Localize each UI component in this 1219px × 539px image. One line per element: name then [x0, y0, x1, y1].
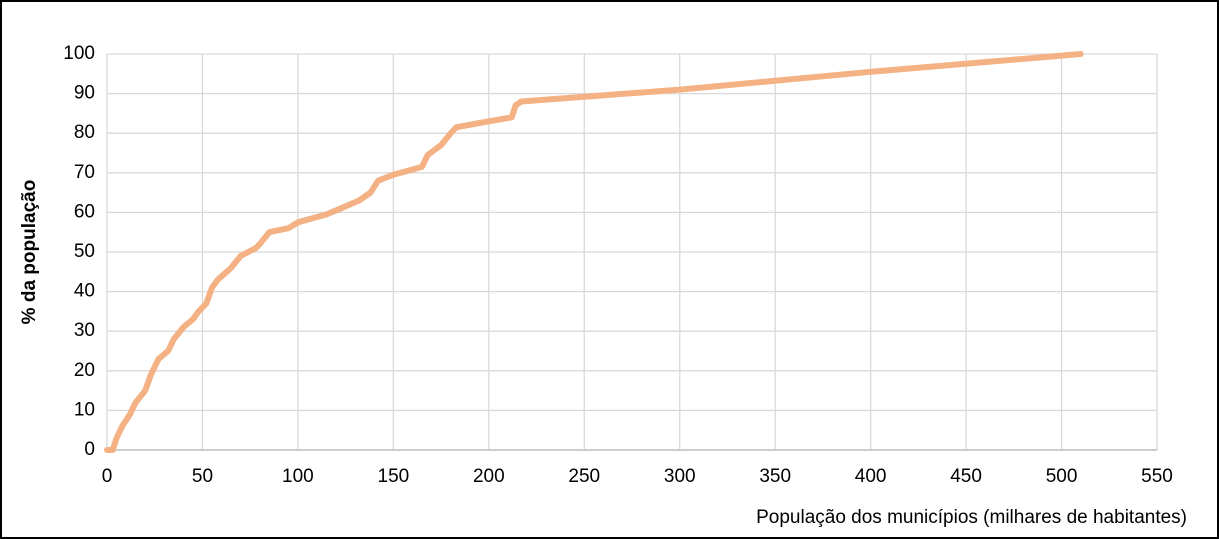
x-tick-label: 350: [759, 466, 791, 487]
y-tick-label: 0: [84, 439, 95, 460]
y-tick-label: 90: [74, 83, 95, 104]
y-tick-label: 40: [74, 281, 95, 302]
y-tick-label: 70: [74, 162, 95, 183]
x-tick-label: 250: [568, 466, 600, 487]
x-tick-label: 200: [473, 466, 505, 487]
y-tick-label: 20: [74, 360, 95, 381]
x-tick-label: 50: [192, 466, 213, 487]
y-tick-label: 10: [74, 399, 95, 420]
y-tick-label: 50: [74, 241, 95, 262]
x-tick-label: 0: [102, 466, 113, 487]
x-tick-label: 150: [378, 466, 410, 487]
x-axis-label: População dos municípios (milhares de ha…: [756, 507, 1187, 528]
y-tick-label: 100: [63, 43, 95, 64]
y-axis-label: % da população: [19, 180, 40, 325]
data-line: [104, 51, 1084, 453]
x-tick-label: 300: [664, 466, 696, 487]
x-tick-label: 550: [1141, 466, 1173, 487]
x-tick-label: 500: [1046, 466, 1078, 487]
y-tick-label: 30: [74, 320, 95, 341]
x-tick-label: 450: [950, 466, 982, 487]
y-tick-label: 60: [74, 201, 95, 222]
x-tick-label: 400: [855, 466, 887, 487]
y-tick-label: 80: [74, 122, 95, 143]
x-tick-label: 100: [282, 466, 314, 487]
